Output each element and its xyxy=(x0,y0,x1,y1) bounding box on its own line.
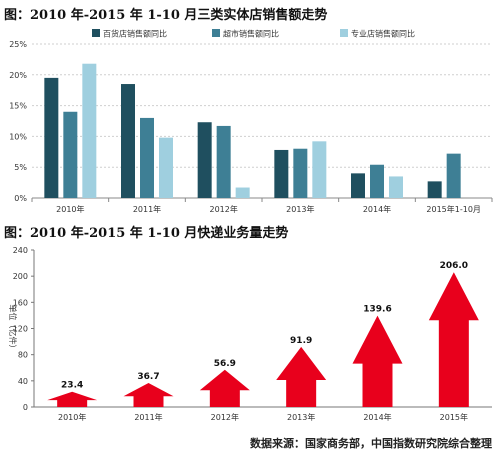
chart1-bar xyxy=(389,176,403,198)
chart1-y-tick-label: 25% xyxy=(9,40,27,49)
chart1-bar xyxy=(312,141,327,198)
chart2-y-tick-label: 240 xyxy=(13,246,28,255)
chart1-bar xyxy=(197,122,212,198)
express-volume-chart: 0 40 80 120 160 200 240 单位（亿件） 23.4 2010年 36.7 2011… xyxy=(8,246,492,422)
chart2-data-label: 23.4 xyxy=(61,381,83,391)
chart2-x-tick-label: 2012年 xyxy=(211,412,239,422)
chart1-x-tick-label: 2013年 xyxy=(286,204,314,214)
chart1-bar xyxy=(44,77,59,198)
chart1-y-tick-label: 20% xyxy=(9,71,27,80)
chart1-x-tick-label: 2010年 xyxy=(56,204,84,214)
chart2-y-tick-label: 160 xyxy=(13,298,28,307)
chart2-data-label: 206.0 xyxy=(440,261,468,271)
retail-sales-chart: 0% 5% 10% 15% 20% 25% 2010年 2011年 2012年 2013年 2014… xyxy=(9,29,493,214)
chart1-x-tick-label: 2015年1-10月 xyxy=(426,204,481,214)
chart1-x-tick-label: 2012年 xyxy=(209,204,237,214)
chart1-legend-label: 专业店销售额同比 xyxy=(351,29,415,39)
chart1-legend-swatch xyxy=(212,29,220,37)
chart2-x-tick-label: 2013年 xyxy=(287,412,315,422)
chart2-data-label: 36.7 xyxy=(137,372,159,382)
chart1-bar xyxy=(446,153,461,198)
chart2-arrow-bar xyxy=(123,382,174,407)
data-source-note: 数据来源：国家商务部，中国指数研究院综合整理 xyxy=(250,437,492,450)
chart2-y-tick-label: 80 xyxy=(18,351,28,360)
chart1-bar xyxy=(216,125,231,198)
chart1-bar xyxy=(427,181,442,198)
chart2-arrow-bar xyxy=(47,391,98,407)
chart1-legend-swatch xyxy=(340,29,348,37)
chart1-bar xyxy=(121,84,135,198)
chart1-x-tick-label: 2014年 xyxy=(363,204,391,214)
chart2-y-tick-label: 40 xyxy=(18,377,28,386)
chart2-y-tick-label: 120 xyxy=(13,325,28,334)
chart1-bar xyxy=(159,137,173,198)
chart1-y-tick-label: 15% xyxy=(9,102,27,111)
chart1-bar xyxy=(140,117,154,198)
chart1-bar xyxy=(351,173,365,198)
chart1-x-tick-label: 2011年 xyxy=(133,204,161,214)
chart2-arrow-bar xyxy=(276,346,327,407)
chart2-y-axis-label: 单位（亿件） xyxy=(8,305,18,353)
chart1-bar xyxy=(293,148,308,198)
chart2-y-tick-label: 200 xyxy=(13,272,28,281)
chart1-legend-label: 超市销售额同比 xyxy=(223,29,279,39)
chart2-title: 图：2010 年-2015 年 1-10 月快递业务量走势 xyxy=(4,226,289,241)
chart1-title: 图：2010 年-2015 年 1-10 月三类实体店销售额走势 xyxy=(4,8,328,23)
chart1-legend-label: 百货店销售额同比 xyxy=(103,29,167,39)
chart2-y-tick-label: 0 xyxy=(23,403,28,412)
chart1-bar xyxy=(82,63,97,198)
chart2-x-tick-label: 2010年 xyxy=(58,412,86,422)
chart2-x-tick-label: 2015年 xyxy=(440,412,468,422)
chart1-y-tick-label: 5% xyxy=(14,163,27,172)
chart2-x-tick-label: 2014年 xyxy=(363,412,391,422)
chart1-bar xyxy=(274,149,289,198)
chart1-bar xyxy=(370,164,384,198)
chart1-legend-swatch xyxy=(92,29,100,37)
chart2-arrow-bar xyxy=(199,369,250,407)
chart2-data-label: 56.9 xyxy=(214,359,236,369)
chart1-bar xyxy=(63,111,78,198)
chart2-data-label: 139.6 xyxy=(363,305,391,315)
chart1-bar xyxy=(235,187,250,198)
chart2-x-tick-label: 2011年 xyxy=(134,412,162,422)
chart2-arrow-bar xyxy=(352,315,403,407)
chart2-arrow-bar xyxy=(428,272,479,407)
chart1-y-tick-label: 0% xyxy=(14,194,27,203)
chart2-data-label: 91.9 xyxy=(290,336,312,346)
chart1-y-tick-label: 10% xyxy=(9,132,27,141)
